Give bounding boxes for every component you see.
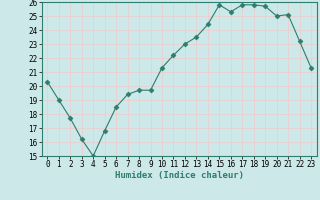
X-axis label: Humidex (Indice chaleur): Humidex (Indice chaleur)	[115, 171, 244, 180]
